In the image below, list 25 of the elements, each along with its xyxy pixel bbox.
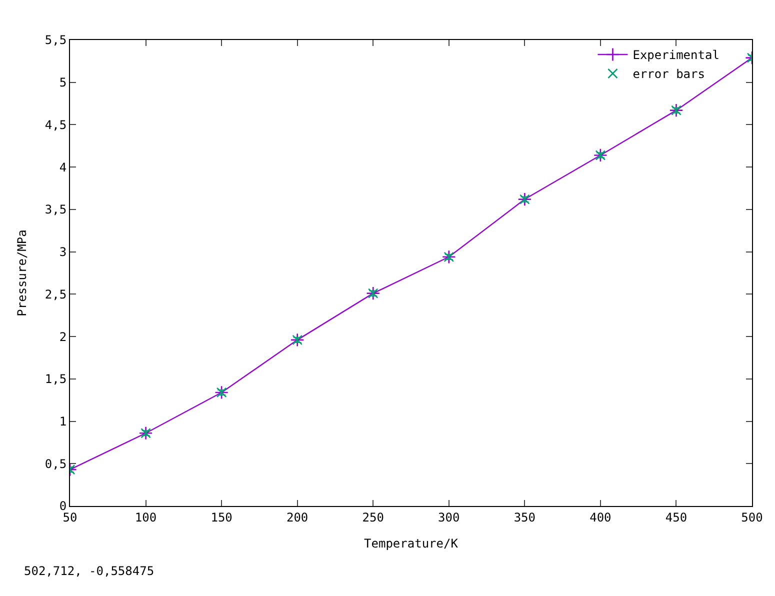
y-tick-label: 2,5 xyxy=(44,287,67,302)
y-tick-label: 1,5 xyxy=(44,372,67,386)
x-tick-label: 150 xyxy=(210,510,232,524)
x-tick-label: 450 xyxy=(665,510,688,524)
y-axis-title: Pressure/MPa xyxy=(15,230,30,316)
x-tick-label: 300 xyxy=(438,510,460,524)
y-tick-label: 4,5 xyxy=(44,118,67,132)
legend-label: error bars xyxy=(632,67,705,82)
x-axis-title: Temperature/K xyxy=(364,536,459,550)
y-tick-label: 5 xyxy=(59,76,67,90)
x-tick-label: 100 xyxy=(134,510,157,524)
x-tick-label: 500 xyxy=(741,510,763,524)
legend-label: Experimental xyxy=(632,48,720,62)
x-tick-label: 250 xyxy=(362,510,384,524)
y-tick-label: 3,5 xyxy=(44,202,67,217)
y-tick-label: 2 xyxy=(59,330,67,344)
y-tick-label: 4 xyxy=(59,160,67,174)
x-tick-label: 400 xyxy=(590,510,612,524)
y-tick-label: 5,5 xyxy=(44,33,67,48)
text: 502,712, -0,558475 xyxy=(24,564,154,578)
y-tick-label: 3 xyxy=(59,245,67,260)
y-tick-label: 1 xyxy=(59,414,67,428)
x-tick-label: 200 xyxy=(286,510,308,524)
x-tick-label: 350 xyxy=(514,510,536,524)
y-tick-label: 0,5 xyxy=(44,456,67,471)
